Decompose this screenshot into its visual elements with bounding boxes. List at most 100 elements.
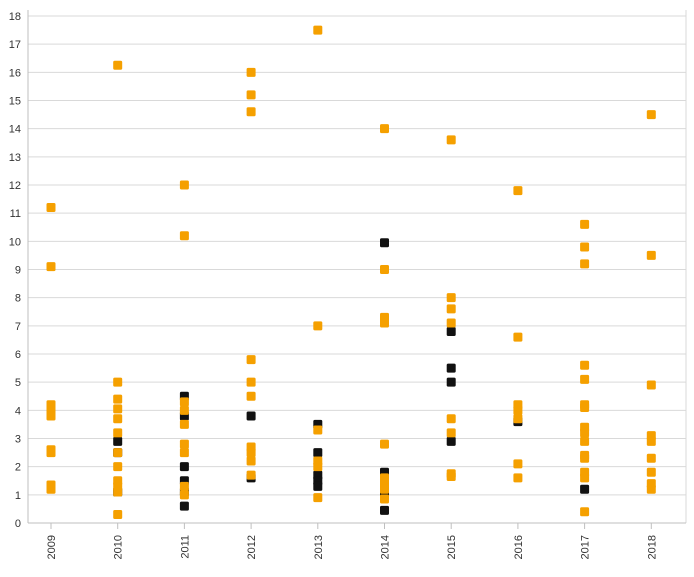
data-point-orange <box>113 487 123 497</box>
data-point-orange <box>646 484 656 494</box>
data-point-black <box>113 436 123 446</box>
data-point-orange <box>580 403 590 413</box>
data-point-black <box>446 326 456 336</box>
x-tick-label: 2018 <box>646 535 658 559</box>
y-tick-label: 10 <box>9 236 21 248</box>
data-point-orange <box>113 462 123 472</box>
axes <box>27 10 687 529</box>
data-point-orange <box>380 265 389 274</box>
data-point-orange <box>179 397 189 407</box>
data-point-orange <box>380 318 389 328</box>
data-point-orange <box>246 456 256 466</box>
data-point-orange <box>179 490 189 500</box>
y-tick-label: 14 <box>9 124 21 136</box>
data-point-orange <box>246 67 256 77</box>
y-tick-label: 0 <box>15 518 21 530</box>
data-point-orange <box>246 107 256 117</box>
y-tick-label: 13 <box>9 152 21 164</box>
y-tick-label: 11 <box>10 208 21 220</box>
data-point-black <box>446 363 456 373</box>
data-point-orange <box>113 60 123 70</box>
data-point-orange <box>646 380 656 390</box>
data-point-orange <box>246 355 256 365</box>
data-point-orange <box>580 360 590 370</box>
x-tick-labels: 2009 2010 2011 2012 2013 2014 2015 2016 2017 2018 <box>46 535 658 559</box>
data-point-orange <box>113 404 123 414</box>
data-point-orange <box>380 439 389 449</box>
data-point-orange <box>113 428 123 438</box>
data-point-orange <box>179 448 189 458</box>
data-point-orange <box>179 419 189 429</box>
y-tick-label: 15 <box>9 96 21 108</box>
x-tick-label: 2012 <box>246 535 258 559</box>
data-point-black <box>313 481 323 491</box>
data-point-orange <box>313 425 323 435</box>
data-point-orange <box>646 110 656 120</box>
data-point-orange <box>580 259 590 269</box>
y-tick-label: 8 <box>15 293 21 305</box>
data-point-orange <box>446 428 456 438</box>
data-point-black <box>446 377 456 387</box>
data-point-orange <box>179 180 189 190</box>
data-point-orange <box>246 90 256 100</box>
y-tick-label: 9 <box>15 265 21 277</box>
gridlines <box>28 15 686 524</box>
y-tick-label: 2 <box>15 462 21 474</box>
data-point-orange <box>113 414 123 424</box>
data-point-orange <box>246 448 256 458</box>
data-point-orange <box>113 394 123 404</box>
data-point-black <box>580 484 590 494</box>
data-point-orange <box>646 453 656 463</box>
data-point-orange <box>113 510 123 520</box>
data-point-black <box>179 501 189 511</box>
data-point-orange <box>313 493 323 503</box>
data-point-orange <box>646 250 656 260</box>
data-point-black <box>380 505 389 515</box>
data-point-orange <box>113 448 123 458</box>
data-point-orange <box>380 484 389 494</box>
x-tick-label: 2013 <box>313 535 325 559</box>
data-point-black <box>179 462 189 472</box>
data-point-orange <box>580 507 590 517</box>
data-point-orange <box>513 186 523 196</box>
y-tick-label: 12 <box>9 180 21 192</box>
data-point-black <box>313 448 323 458</box>
y-tick-label: 6 <box>15 349 21 361</box>
data-point-orange <box>646 467 656 477</box>
data-point-orange <box>513 405 523 415</box>
data-point-orange <box>46 484 56 494</box>
data-point-orange <box>580 242 590 252</box>
data-point-orange <box>446 472 456 482</box>
x-tick-label: 2017 <box>580 535 592 559</box>
data-point-black <box>380 238 389 248</box>
y-tick-label: 7 <box>15 321 21 333</box>
data-point-orange <box>179 439 189 449</box>
y-tick-label: 3 <box>15 434 21 446</box>
data-point-orange <box>446 293 456 303</box>
data-point-orange <box>513 414 523 424</box>
data-point-black <box>246 411 256 421</box>
y-tick-label: 1 <box>15 490 21 502</box>
data-point-orange <box>580 428 590 438</box>
data-point-orange <box>313 462 323 472</box>
data-point-orange <box>246 391 256 401</box>
data-point-orange <box>580 453 590 463</box>
y-tick-label: 17 <box>9 39 21 51</box>
data-point-orange <box>313 321 323 331</box>
data-point-black <box>446 436 456 446</box>
data-point-orange <box>513 459 523 469</box>
data-point-orange <box>380 494 389 504</box>
data-point-orange <box>179 231 189 241</box>
x-tick-label: 2014 <box>380 535 392 559</box>
data-point-orange <box>446 304 456 314</box>
x-tick-label: 2016 <box>513 535 525 559</box>
data-point-orange <box>46 448 56 458</box>
data-point-orange <box>580 436 590 446</box>
data-point-orange <box>646 436 656 446</box>
data-point-orange <box>113 377 123 387</box>
data-point-orange <box>179 481 189 491</box>
data-point-orange <box>380 124 389 134</box>
